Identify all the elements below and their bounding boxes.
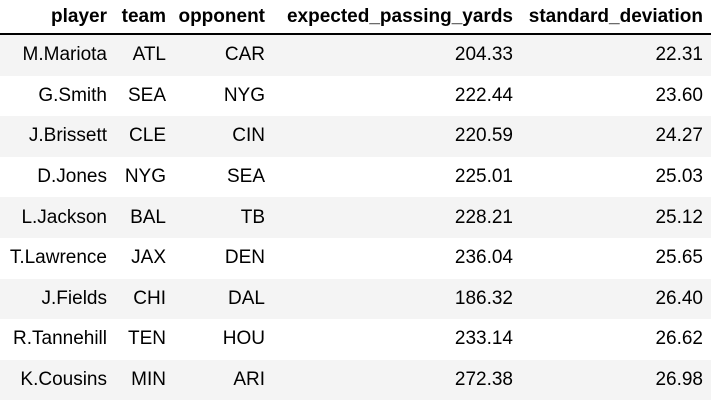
cell-player: D.Jones bbox=[37, 166, 107, 188]
cell-expected-passing-yards: 225.01 bbox=[454, 166, 513, 188]
cell-player: R.Tannehill bbox=[13, 328, 107, 350]
cell-opponent: ARI bbox=[233, 369, 265, 391]
cell-expected-passing-yards: 186.32 bbox=[454, 287, 513, 309]
cell-expected-passing-yards: 220.59 bbox=[454, 125, 513, 147]
cell-standard-deviation: 26.40 bbox=[655, 287, 703, 309]
cell-opponent: SEA bbox=[226, 166, 265, 188]
column-header-player: player bbox=[0, 0, 115, 35]
cell-expected-passing-yards: 236.04 bbox=[454, 247, 513, 269]
column-header-opponent: opponent bbox=[174, 0, 273, 35]
cell-standard-deviation: 25.12 bbox=[655, 206, 703, 228]
cell-expected-passing-yards: 222.44 bbox=[454, 84, 513, 106]
table-row: G.Smith SEA NYG 222.44 23.60 bbox=[0, 75, 711, 117]
cell-opponent: CAR bbox=[224, 44, 265, 66]
cell-team: MIN bbox=[131, 369, 166, 391]
cell-player: J.Brissett bbox=[28, 125, 107, 147]
column-header-team: team bbox=[115, 0, 174, 35]
column-header-expected-passing-yards: expected_passing_yards bbox=[273, 0, 521, 35]
cell-team: CHI bbox=[133, 287, 166, 309]
cell-opponent: HOU bbox=[222, 328, 265, 350]
cell-team: BAL bbox=[130, 206, 166, 228]
cell-standard-deviation: 26.98 bbox=[655, 369, 703, 391]
table-row: T.Lawrence JAX DEN 236.04 25.65 bbox=[0, 237, 711, 279]
table-header: player team opponent expected_passing_ya… bbox=[0, 0, 711, 35]
table-row: J.Brissett CLE CIN 220.59 24.27 bbox=[0, 116, 711, 157]
cell-player: J.Fields bbox=[41, 287, 107, 309]
cell-opponent: DEN bbox=[224, 247, 265, 269]
table-row: M.Mariota ATL CAR 204.33 22.31 bbox=[0, 34, 711, 76]
column-header-standard-deviation: standard_deviation bbox=[521, 0, 711, 35]
table-row: J.Fields CHI DAL 186.32 26.40 bbox=[0, 278, 711, 320]
cell-player: L.Jackson bbox=[21, 206, 107, 228]
cell-team: NYG bbox=[124, 166, 166, 188]
cell-team: TEN bbox=[128, 328, 166, 350]
table-row: K.Cousins MIN ARI 272.38 26.98 bbox=[0, 359, 711, 401]
cell-team: ATL bbox=[132, 44, 166, 66]
cell-expected-passing-yards: 204.33 bbox=[454, 44, 513, 66]
cell-standard-deviation: 25.03 bbox=[655, 166, 703, 188]
cell-team: JAX bbox=[131, 247, 166, 269]
cell-expected-passing-yards: 272.38 bbox=[454, 369, 513, 391]
cell-expected-passing-yards: 228.21 bbox=[454, 206, 513, 228]
cell-player: T.Lawrence bbox=[9, 247, 107, 269]
table-row: L.Jackson BAL TB 228.21 25.12 bbox=[0, 197, 711, 238]
cell-opponent: CIN bbox=[232, 125, 265, 147]
table-body: M.Mariota ATL CAR 204.33 22.31 G.Smith S… bbox=[0, 34, 711, 401]
cell-expected-passing-yards: 233.14 bbox=[454, 328, 513, 350]
cell-standard-deviation: 22.31 bbox=[655, 44, 703, 66]
cell-opponent: NYG bbox=[223, 84, 265, 106]
cell-standard-deviation: 25.65 bbox=[655, 247, 703, 269]
cell-standard-deviation: 23.60 bbox=[655, 84, 703, 106]
table-row: R.Tannehill TEN HOU 233.14 26.62 bbox=[0, 319, 711, 360]
header-row: player team opponent expected_passing_ya… bbox=[0, 0, 711, 35]
cell-standard-deviation: 24.27 bbox=[655, 125, 703, 147]
cell-team: SEA bbox=[127, 84, 166, 106]
cell-team: CLE bbox=[129, 125, 166, 147]
cell-opponent: DAL bbox=[228, 287, 265, 309]
table-row: D.Jones NYG SEA 225.01 25.03 bbox=[0, 156, 711, 198]
cell-player: K.Cousins bbox=[20, 369, 107, 391]
cell-standard-deviation: 26.62 bbox=[655, 328, 703, 350]
cell-opponent: TB bbox=[240, 206, 265, 228]
cell-player: G.Smith bbox=[38, 84, 107, 106]
cell-player: M.Mariota bbox=[22, 44, 107, 66]
